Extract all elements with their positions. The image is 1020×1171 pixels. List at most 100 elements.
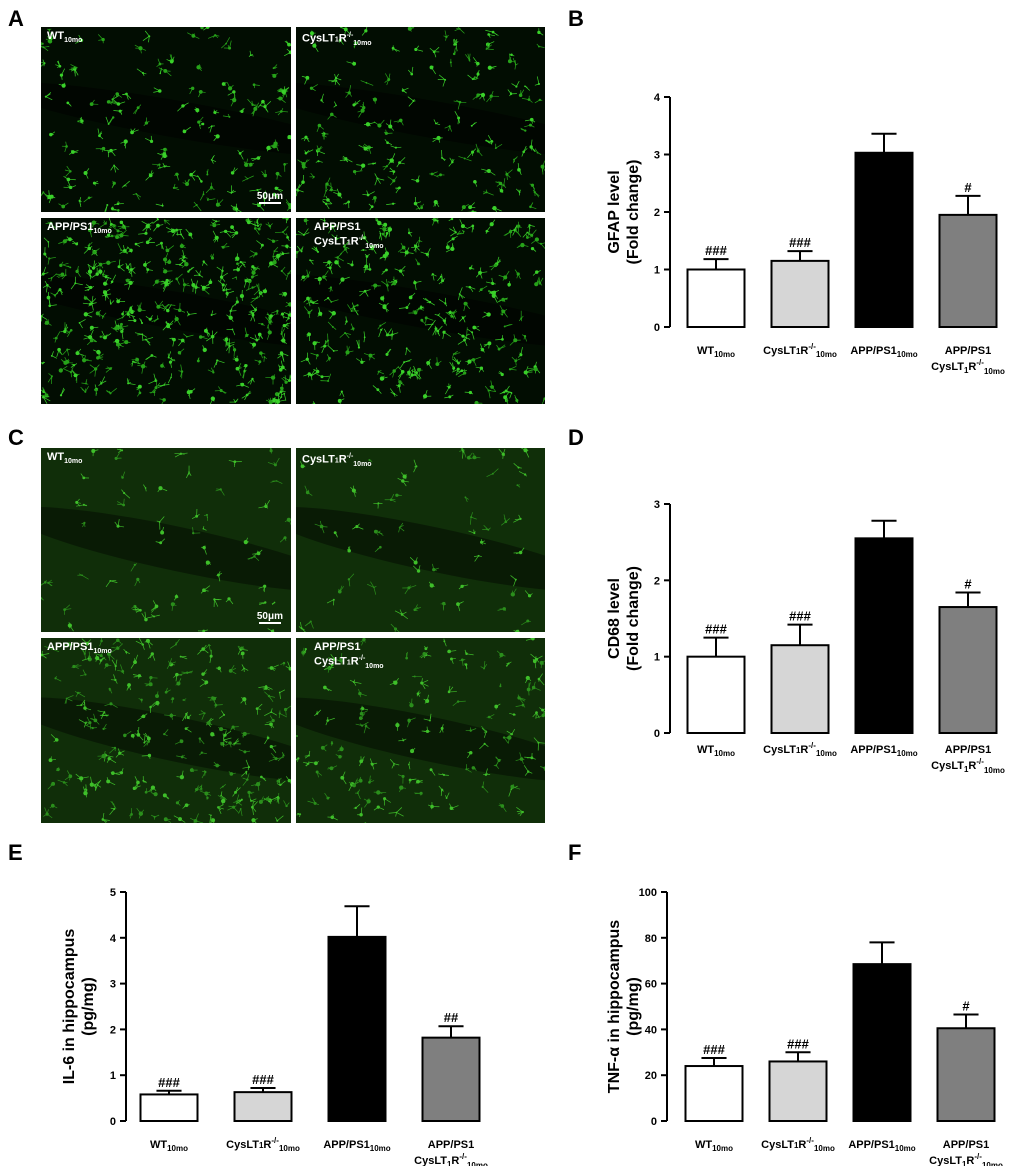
x-tick-label: CysLT1R-/-10mo [763, 741, 837, 758]
micrograph-label: APP/PS110mo [47, 221, 112, 238]
micrograph-a-app: APP/PS110mo [41, 218, 291, 404]
x-tick-label: WT10mo [695, 1139, 733, 1153]
y-tick-label: 1 [110, 1070, 116, 1082]
significance-mark: # [962, 999, 970, 1014]
y-axis-label: CD68 level [606, 578, 623, 659]
y-tick-label: 0 [651, 1116, 657, 1128]
y-tick-label: 1 [654, 652, 660, 664]
micrograph-a-ko: CysLT1R-/-10mo [296, 27, 545, 212]
x-tick-label: APP/PS1 [945, 744, 991, 756]
bar [688, 270, 745, 328]
x-tick-label: WT10mo [697, 345, 735, 359]
y-axis-label: (Fold change) [625, 160, 642, 265]
bar [770, 1061, 827, 1121]
significance-mark: ### [789, 235, 811, 250]
bar [854, 964, 911, 1121]
significance-mark: ### [252, 1072, 274, 1087]
significance-mark: ### [705, 243, 727, 258]
panel-letter-c: C [8, 425, 24, 451]
fluorescence-texture [41, 448, 291, 632]
significance-mark: ### [705, 622, 727, 637]
y-tick-label: 3 [654, 499, 660, 511]
fluorescence-texture [41, 638, 291, 823]
bar [856, 538, 913, 733]
panel-letter-a: A [8, 6, 24, 32]
significance-mark: # [964, 577, 972, 592]
y-tick-label: 2 [110, 1024, 116, 1036]
x-tick-label: CysLT1R-/-10mo [931, 358, 1005, 376]
x-tick-label: APP/PS1 [945, 345, 991, 357]
x-tick-label: WT10mo [697, 744, 735, 758]
x-tick-label: CysLT1R-/-10mo [226, 1136, 300, 1153]
bar [688, 657, 745, 733]
bar [940, 215, 997, 327]
x-tick-label: CysLT1R-/-10mo [929, 1152, 1003, 1166]
panel-letter-b: B [568, 6, 584, 32]
bar-chart-cd68: 0 1 2 3 CD68 level(Fold change) ### WT10mo ### C… [590, 488, 1020, 788]
x-tick-label: CysLT1R-/-10mo [761, 1136, 835, 1153]
micrograph-a-wt: WT10mo 50μm [41, 27, 291, 212]
bar [772, 261, 829, 327]
fluorescence-texture [41, 27, 291, 212]
x-tick-label: APP/PS1 [943, 1139, 989, 1151]
micrograph-label: CysLT1R-/-10mo [302, 30, 372, 50]
micrograph-label: CysLT1R-/-10mo [302, 451, 372, 471]
x-tick-label: WT10mo [150, 1139, 188, 1153]
y-tick-label: 2 [654, 207, 660, 219]
y-tick-label: 4 [110, 933, 117, 945]
significance-mark: ### [703, 1042, 725, 1057]
micrograph-c-ko: CysLT1R-/-10mo [296, 448, 545, 632]
y-tick-label: 100 [639, 887, 657, 899]
significance-mark: ## [444, 1010, 459, 1025]
y-axis-label: GFAP level [606, 170, 623, 253]
bar [940, 607, 997, 733]
y-tick-label: 0 [654, 728, 660, 740]
x-tick-label: APP/PS110mo [850, 345, 917, 359]
scale-bar: 50μm [257, 191, 283, 204]
significance-mark: ### [789, 609, 811, 624]
bar [772, 645, 829, 733]
bar-chart-gfap: 0 1 2 3 4 GFAP level(Fold change) ### WT10mo ###… [590, 80, 1020, 380]
significance-mark: ### [787, 1036, 809, 1051]
y-axis-label: IL-6 in hippocampus [61, 929, 78, 1085]
y-tick-label: 3 [110, 979, 116, 991]
y-tick-label: 0 [110, 1116, 116, 1128]
fluorescence-texture [296, 448, 545, 632]
x-tick-label: APP/PS110mo [848, 1139, 915, 1153]
fluorescence-texture [41, 218, 291, 404]
y-axis-label: (Fold change) [625, 566, 642, 671]
bar [686, 1066, 743, 1121]
panel-letter-d: D [568, 425, 584, 451]
micrograph-label: APP/PS110mo [47, 641, 112, 658]
x-tick-label: APP/PS110mo [323, 1139, 390, 1153]
x-tick-label: APP/PS110mo [850, 744, 917, 758]
panel-letter-f: F [568, 840, 581, 866]
bar [235, 1092, 292, 1121]
y-tick-label: 0 [654, 322, 660, 334]
y-tick-label: 3 [654, 150, 660, 162]
fluorescence-texture [296, 27, 545, 212]
y-tick-label: 2 [654, 575, 660, 587]
bar [856, 153, 913, 327]
y-tick-label: 1 [654, 265, 660, 277]
bar [423, 1038, 480, 1121]
y-axis-label: (pg/mg) [80, 977, 97, 1036]
y-tick-label: 20 [645, 1070, 657, 1082]
micrograph-c-wt: WT10mo 50μm [41, 448, 291, 632]
y-tick-label: 80 [645, 933, 657, 945]
x-tick-label: CysLT1R-/-10mo [763, 342, 837, 359]
bar [938, 1028, 995, 1121]
y-tick-label: 5 [110, 887, 116, 899]
y-tick-label: 4 [654, 92, 661, 104]
bar [329, 937, 386, 1121]
micrograph-c-app: APP/PS110mo [41, 638, 291, 823]
y-axis-label: (pg/mg) [625, 977, 642, 1036]
significance-mark: ### [158, 1075, 180, 1090]
micrograph-label: WT10mo [47, 451, 82, 468]
bar [141, 1094, 198, 1121]
